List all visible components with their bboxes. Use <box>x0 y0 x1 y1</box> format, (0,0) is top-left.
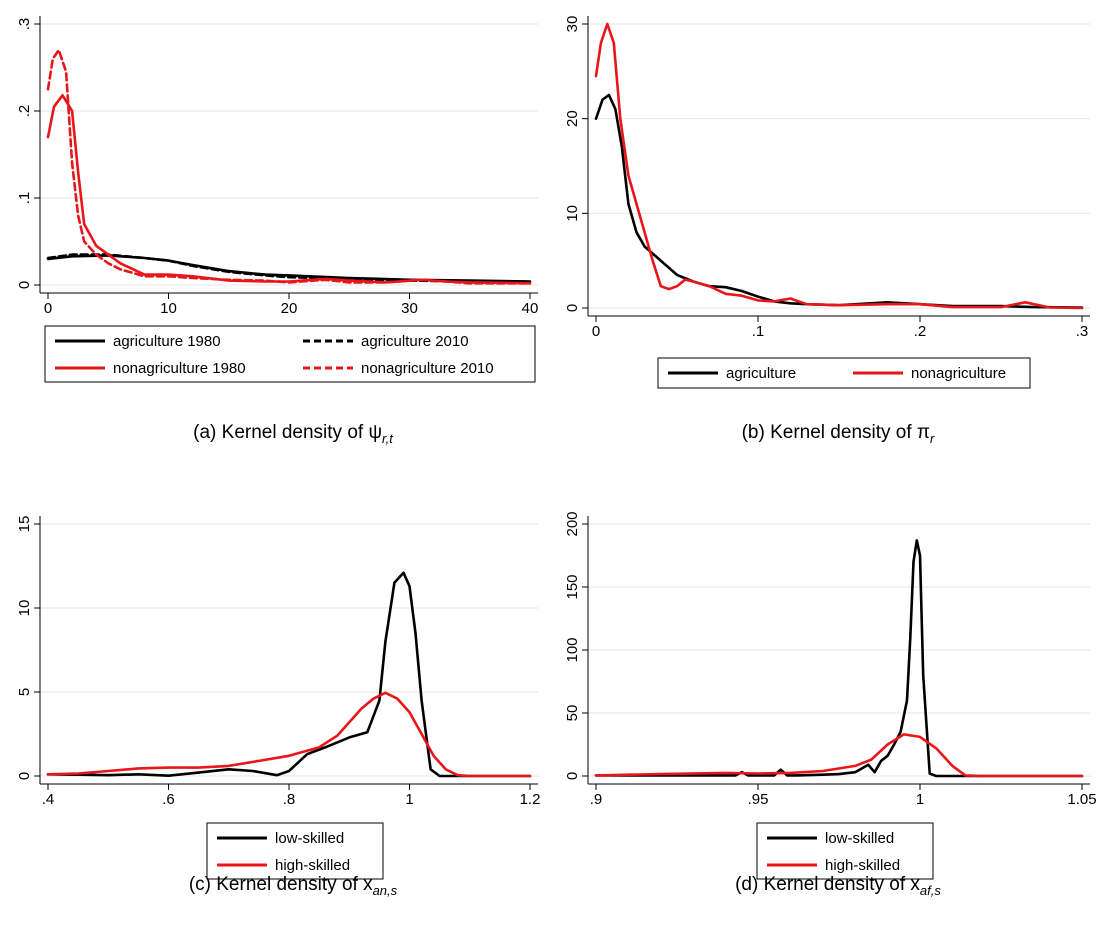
legend-label: high-skilled <box>275 857 350 874</box>
x-tick-label: 1.2 <box>520 791 541 808</box>
legend-box <box>206 822 384 880</box>
x-tick-label: 40 <box>522 300 539 317</box>
y-tick-label: 0 <box>16 281 33 289</box>
legend-box <box>657 357 1031 389</box>
x-tick-label: 20 <box>281 300 298 317</box>
x-tick-label: 10 <box>160 300 177 317</box>
chart-panel-d: 200 150 100 50 0 .9 .95 1 1.05 low-skilled high-sk… <box>564 511 1097 898</box>
legend-label: agriculture 2010 <box>361 333 469 350</box>
series-line-high-skilled <box>46 691 532 778</box>
chart-caption: (a) Kernel density of ψr,t <box>193 422 394 446</box>
y-tick-label: 0 <box>564 304 581 312</box>
chart-panel-a: .3 .2 .1 0 0 10 20 30 40 agriculture 1980 agricult… <box>16 16 538 446</box>
chart-panel-c: 15 10 5 0 .4 .6 .8 1 1.2 low-skilled high-skilled(… <box>16 516 540 898</box>
x-tick-label: 1 <box>916 791 924 808</box>
series-line-high-skilled <box>594 733 1084 778</box>
y-tick-label: 15 <box>16 516 33 533</box>
series-line-nonagriculture <box>594 22 1084 310</box>
legend-box <box>44 325 536 383</box>
legend-box <box>756 822 934 880</box>
x-tick-label: .9 <box>590 791 603 808</box>
x-tick-label: .95 <box>748 791 769 808</box>
y-tick-label: 0 <box>564 772 581 780</box>
series-line-nonagriculture-2010 <box>46 48 532 285</box>
x-tick-label: 0 <box>592 323 600 340</box>
x-tick-label: 30 <box>401 300 418 317</box>
x-tick-label: .3 <box>1076 323 1089 340</box>
x-tick-label: 1.05 <box>1067 791 1096 808</box>
y-tick-label: 30 <box>564 16 581 33</box>
chart-panel-b: 30 20 10 0 0 .1 .2 .3 agriculture nonagriculture (… <box>564 16 1090 446</box>
chart-caption: (b) Kernel density of πr <box>742 422 935 446</box>
y-tick-label: 50 <box>564 705 581 722</box>
y-tick-label: 0 <box>16 772 33 780</box>
legend-label: agriculture 1980 <box>113 333 221 350</box>
series-line-agriculture <box>594 93 1084 309</box>
y-tick-label: .2 <box>16 105 33 118</box>
legend-label: nonagriculture <box>911 365 1006 382</box>
legend-label: high-skilled <box>825 857 900 874</box>
legend-label: low-skilled <box>825 830 894 847</box>
legend-label: agriculture <box>726 365 796 382</box>
y-tick-label: 150 <box>564 574 581 599</box>
x-tick-label: .2 <box>914 323 927 340</box>
legend-label: nonagriculture 1980 <box>113 360 246 377</box>
y-tick-label: 10 <box>564 205 581 222</box>
x-tick-label: 1 <box>405 791 413 808</box>
x-tick-label: .6 <box>162 791 175 808</box>
y-tick-label: 200 <box>564 511 581 536</box>
y-tick-label: 100 <box>564 637 581 662</box>
chart-caption: (c) Kernel density of xan,s <box>189 874 398 898</box>
x-tick-label: 0 <box>44 300 52 317</box>
legend-label: nonagriculture 2010 <box>361 360 494 377</box>
y-tick-label: .1 <box>16 192 33 205</box>
x-tick-label: .8 <box>283 791 296 808</box>
series-line-low-skilled <box>594 539 1084 778</box>
y-tick-label: 5 <box>16 688 33 696</box>
x-tick-label: .4 <box>42 791 55 808</box>
y-tick-label: 20 <box>564 110 581 127</box>
legend-label: low-skilled <box>275 830 344 847</box>
y-tick-label: 10 <box>16 600 33 617</box>
series-line-low-skilled <box>46 571 532 778</box>
y-tick-label: .3 <box>16 18 33 31</box>
chart-caption: (d) Kernel density of xaf,s <box>735 874 941 898</box>
x-tick-label: .1 <box>752 323 765 340</box>
